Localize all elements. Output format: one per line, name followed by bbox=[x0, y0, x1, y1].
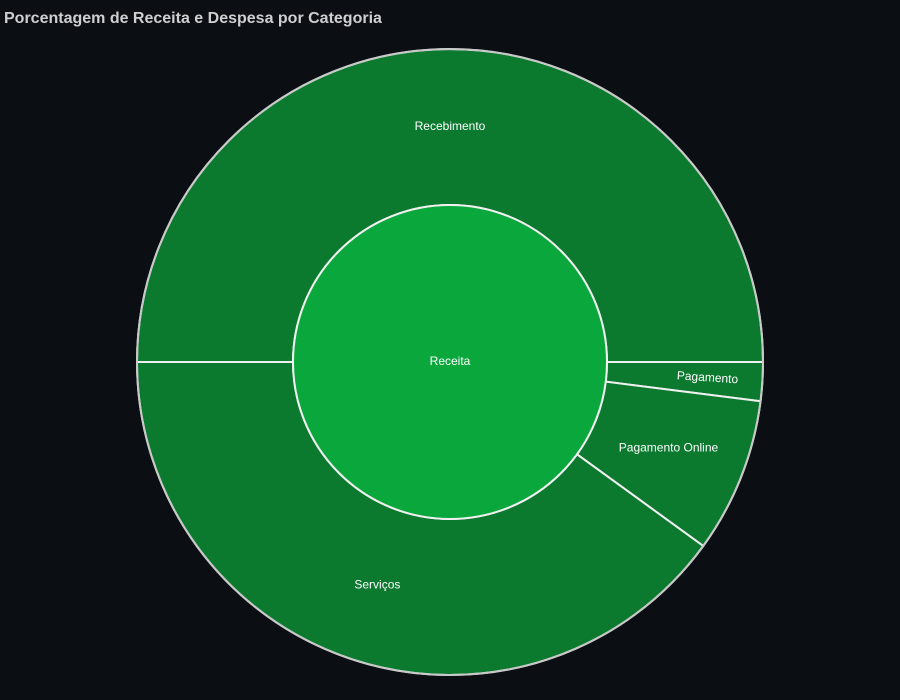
sunburst-outline bbox=[136, 48, 764, 676]
sunburst-label-receita: Receita bbox=[430, 354, 471, 368]
sunburst-label-recebimento: Recebimento bbox=[415, 119, 486, 133]
sunburst-label-pagamento: Pagamento bbox=[676, 368, 738, 386]
sunburst-center-receita[interactable] bbox=[292, 204, 608, 520]
sunburst-label-servi-os: Serviços bbox=[354, 578, 400, 592]
sunburst-label-pagamento-online: Pagamento Online bbox=[619, 441, 719, 455]
chart-title: Porcentagem de Receita e Despesa por Cat… bbox=[4, 10, 382, 27]
